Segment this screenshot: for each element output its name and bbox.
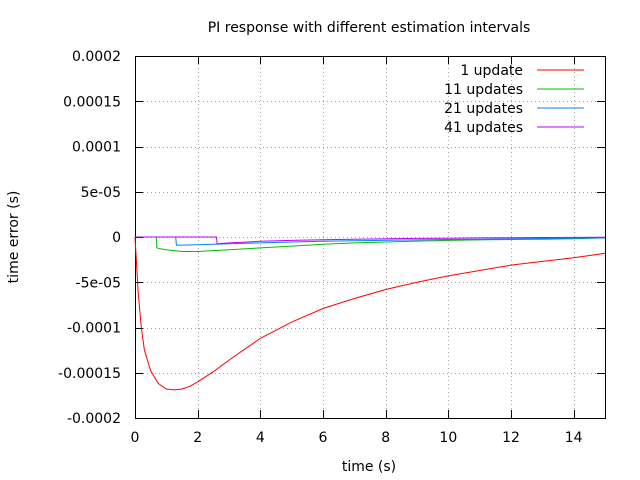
tick-labels: 0 2 4 6 8 10 12 14 -0.0002 -0.00015 -0.0001 -5e-05 0… bbox=[58, 49, 583, 446]
y-tick-label: -5e-05 bbox=[76, 275, 121, 291]
x-tick-label: 4 bbox=[256, 430, 265, 446]
y-tick-label: 5e-05 bbox=[81, 185, 121, 201]
x-tick-label: 12 bbox=[502, 430, 520, 446]
y-tick-label: -0.0001 bbox=[67, 321, 121, 337]
ticks bbox=[135, 56, 605, 419]
x-tick-label: 6 bbox=[319, 430, 328, 446]
legend-label: 1 update bbox=[460, 63, 523, 79]
y-axis-label: time error (s) bbox=[6, 191, 22, 284]
series-line-1 bbox=[134, 236, 606, 391]
x-axis-label: time (s) bbox=[342, 459, 396, 475]
y-tick-label: 0 bbox=[112, 230, 121, 246]
series-line-2 bbox=[135, 236, 606, 252]
series-line-4 bbox=[135, 236, 606, 245]
legend-label: 21 updates bbox=[444, 101, 523, 117]
legend-label: 11 updates bbox=[444, 82, 523, 98]
series-line-3 bbox=[135, 236, 606, 246]
y-tick-label: 0.0002 bbox=[72, 49, 121, 65]
legend-label: 41 updates bbox=[444, 120, 523, 136]
x-tick-label: 14 bbox=[565, 430, 583, 446]
y-tick-label: -0.0002 bbox=[67, 411, 121, 427]
x-tick-label: 2 bbox=[193, 430, 202, 446]
y-tick-label: -0.00015 bbox=[58, 366, 121, 382]
series-lines bbox=[134, 236, 606, 391]
x-tick-label: 10 bbox=[439, 430, 457, 446]
chart-title: PI response with different estimation in… bbox=[208, 20, 531, 36]
y-tick-label: 0.00015 bbox=[63, 94, 121, 110]
y-tick-label: 0.0001 bbox=[72, 140, 121, 156]
legend: 1 update 11 updates 21 updates 41 updates bbox=[444, 63, 584, 136]
x-tick-label: 8 bbox=[381, 430, 390, 446]
x-tick-label: 0 bbox=[131, 430, 140, 446]
